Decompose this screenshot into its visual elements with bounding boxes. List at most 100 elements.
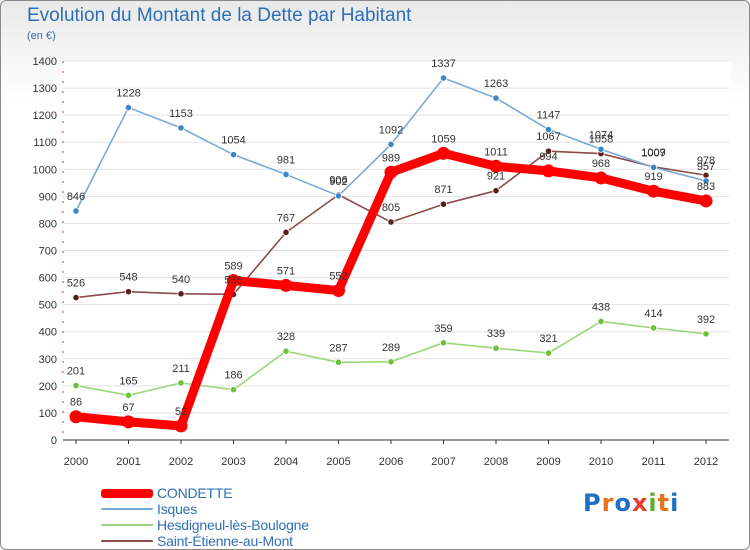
data-label: 289: [382, 342, 400, 354]
x-tick-label: 2008: [484, 456, 508, 468]
x-tick-label: 2012: [694, 456, 718, 468]
data-label: 906: [329, 175, 347, 187]
data-label: 392: [697, 314, 715, 326]
x-tick-label: 2007: [431, 456, 455, 468]
y-tick-label: 900: [39, 191, 57, 203]
data-label: 1147: [537, 109, 561, 121]
data-label: 1074: [589, 129, 613, 141]
y-tick-label: 500: [39, 300, 57, 312]
data-point: [492, 187, 500, 195]
data-point: [124, 288, 133, 296]
data-label: 978: [697, 155, 715, 167]
data-point: [594, 171, 608, 185]
data-label: 201: [67, 366, 85, 378]
data-point: [229, 386, 238, 394]
data-label: 86: [70, 397, 82, 409]
data-label: 548: [119, 272, 137, 284]
data-label: 540: [172, 274, 190, 286]
data-point: [227, 274, 240, 288]
data-point: [647, 184, 660, 198]
data-point: [124, 103, 133, 112]
legend-item: Saint-Étienne-au-Mont: [101, 533, 309, 549]
x-tick-label: 2003: [221, 456, 245, 468]
legend-item: Isques: [101, 501, 309, 517]
y-tick-label: 1200: [33, 110, 57, 122]
data-label: 339: [487, 328, 505, 340]
data-label: 52: [175, 406, 187, 418]
chart-legend: CONDETTE Isques Hesdigneul-lès-Boulogne Sai…: [101, 485, 309, 549]
x-tick-label: 2002: [169, 456, 193, 468]
legend-label: Saint-Étienne-au-Mont: [157, 533, 293, 549]
data-label: 359: [434, 323, 452, 335]
legend-label: Hesdigneul-lès-Boulogne: [157, 517, 309, 533]
y-tick-label: 1000: [33, 164, 57, 176]
data-label: 1054: [221, 135, 245, 147]
legend-swatch: [101, 524, 153, 526]
y-tick-label: 600: [39, 273, 57, 285]
data-label: 989: [382, 152, 400, 164]
data-label: 883: [697, 181, 715, 193]
legend-label: Isques: [157, 501, 198, 517]
chart-title: Evolution du Montant de la Dette par Hab…: [27, 5, 412, 26]
data-label: 1263: [484, 78, 508, 90]
data-label: 328: [277, 331, 295, 343]
data-point: [174, 419, 188, 433]
data-label: 211: [172, 363, 190, 375]
data-point: [124, 391, 133, 399]
data-point: [282, 228, 290, 236]
x-tick-label: 2011: [642, 456, 666, 468]
data-point: [334, 192, 343, 200]
data-label: 186: [224, 370, 242, 382]
legend-item: Hesdigneul-lès-Boulogne: [101, 517, 309, 533]
data-point: [229, 151, 238, 159]
data-point: [439, 200, 448, 208]
data-label: 921: [487, 171, 505, 183]
x-tick-label: 2006: [379, 456, 403, 468]
data-label: 321: [539, 333, 557, 345]
data-label: 571: [277, 265, 295, 277]
data-point: [69, 410, 83, 424]
data-point: [387, 358, 395, 366]
legend-swatch: [101, 508, 153, 510]
chart-unit-label: (en €): [27, 30, 56, 42]
data-point: [439, 339, 448, 347]
x-tick-label: 2001: [116, 456, 140, 468]
y-tick-label: 1100: [33, 137, 57, 149]
data-point: [544, 349, 553, 357]
x-tick-label: 2004: [274, 456, 298, 468]
data-point: [282, 347, 290, 355]
y-tick-label: 400: [39, 327, 57, 339]
data-label: 1059: [431, 133, 455, 145]
data-label: 1337: [431, 58, 455, 70]
legend-item: CONDETTE: [101, 485, 309, 501]
data-label: 767: [277, 212, 295, 224]
data-label: 538: [224, 274, 242, 286]
data-label: 968: [592, 158, 610, 170]
data-point: [72, 294, 80, 302]
data-label: 526: [67, 278, 85, 290]
data-point: [334, 358, 343, 366]
data-label: 552: [329, 271, 347, 283]
data-point: [649, 324, 658, 332]
data-point: [597, 317, 605, 326]
data-point: [72, 381, 80, 390]
data-point: [492, 94, 500, 102]
legend-label: CONDETTE: [157, 485, 233, 501]
legend-swatch: [101, 488, 153, 498]
y-tick-label: 1300: [33, 83, 57, 95]
data-label: 871: [434, 184, 452, 196]
x-tick-label: 2010: [589, 456, 613, 468]
data-point: [437, 146, 450, 160]
data-point: [699, 194, 713, 208]
data-point: [702, 330, 710, 338]
data-point: [387, 218, 395, 226]
data-label: 287: [329, 342, 347, 354]
data-point: [702, 177, 710, 185]
data-label: 994: [539, 151, 557, 163]
data-label: 981: [277, 154, 295, 166]
x-tick-label: 2005: [326, 456, 350, 468]
brand-logo: Proxiti: [583, 489, 680, 517]
data-label: 165: [119, 375, 137, 387]
